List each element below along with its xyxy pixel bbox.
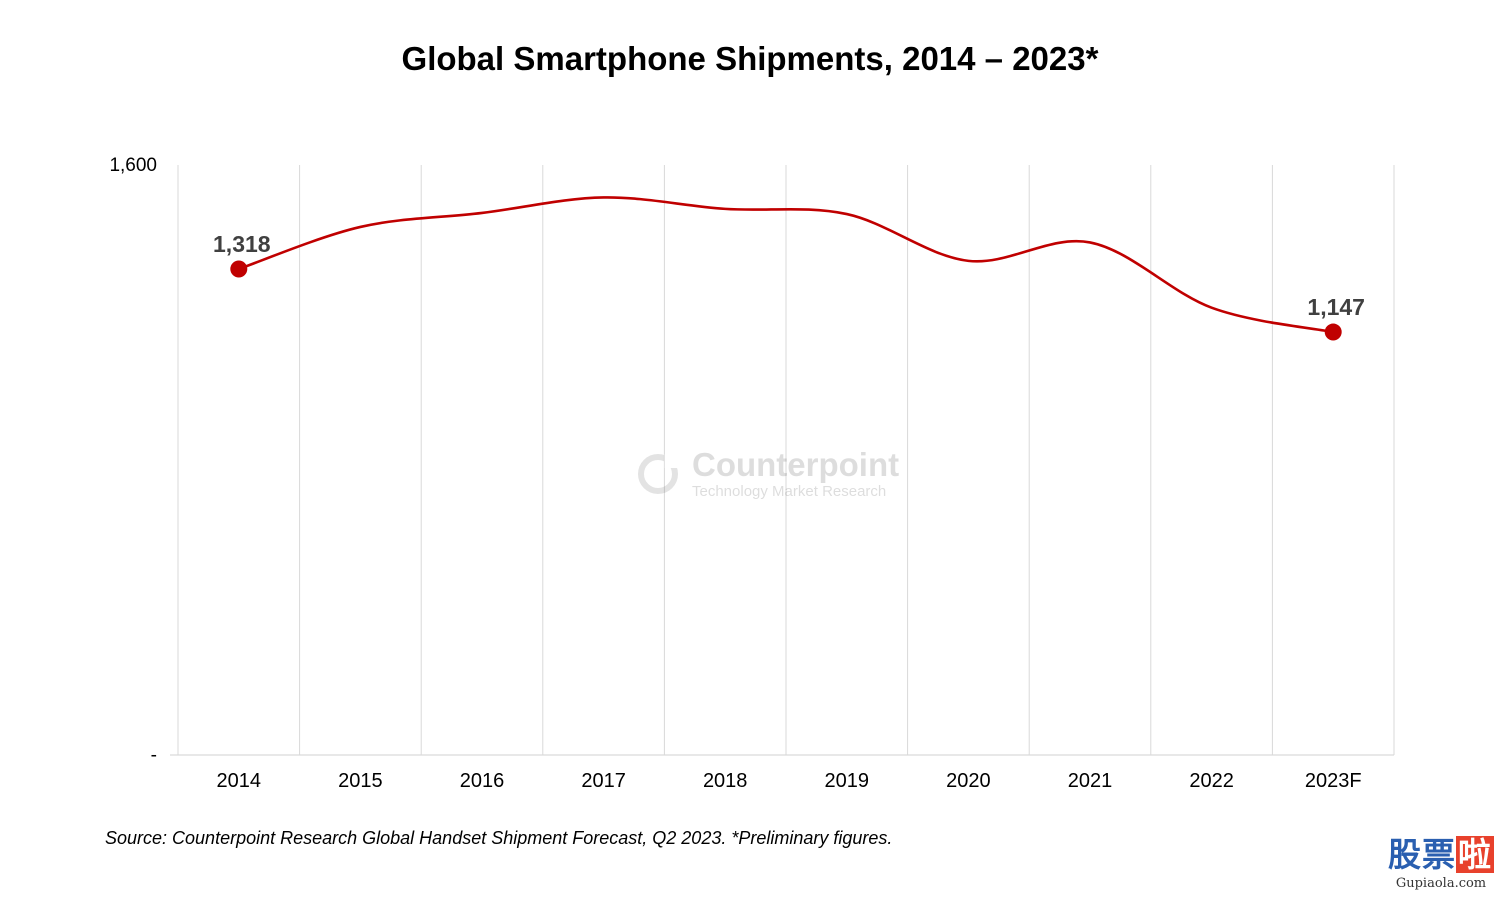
x-tick-label: 2021 <box>1068 770 1113 792</box>
x-tick-label: 2023F <box>1305 770 1362 792</box>
data-label: 1,318 <box>213 231 271 257</box>
x-tick-label: 2018 <box>703 770 748 792</box>
x-tick-label: 2020 <box>946 770 991 792</box>
chart-title: Global Smartphone Shipments, 2014 – 2023… <box>401 40 1099 77</box>
x-tick-label: 2022 <box>1189 770 1234 792</box>
counterpoint-ring-icon <box>638 453 678 494</box>
x-tick-label: 2014 <box>217 770 262 792</box>
gupiaola-logo: 股票啦 Gupiaola.com <box>1388 828 1494 891</box>
series-line <box>238 196 1334 334</box>
data-point-marker <box>1324 323 1342 341</box>
source-note: Source: Counterpoint Research Global Han… <box>105 828 893 848</box>
y-tick-label: - <box>151 745 157 766</box>
x-tick-label: 2015 <box>338 770 383 792</box>
y-tick-label: 1,600 <box>109 155 157 176</box>
logo-url: Gupiaola.com <box>1395 876 1487 891</box>
x-tick-label: 2016 <box>460 770 505 792</box>
logo-text-a: 股票 <box>1388 836 1456 873</box>
data-point-marker <box>230 260 248 278</box>
x-tick-label: 2017 <box>581 770 626 792</box>
watermark-name: Counterpoint <box>692 446 900 483</box>
counterpoint-watermark: Counterpoint Technology Market Research <box>638 448 899 499</box>
x-tick-label: 2019 <box>825 770 870 792</box>
watermark-tagline: Technology Market Research <box>692 483 887 500</box>
logo-text-b: 啦 <box>1456 836 1494 873</box>
data-label: 1,147 <box>1307 294 1365 320</box>
